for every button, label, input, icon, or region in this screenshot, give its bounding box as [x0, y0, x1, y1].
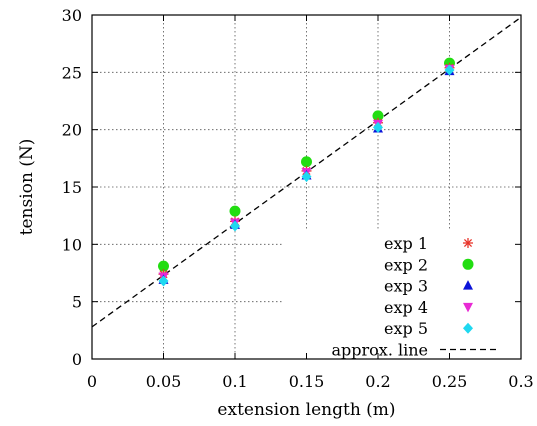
- grid: [92, 15, 521, 359]
- point-exp-5: [158, 275, 169, 287]
- data-markers: [158, 57, 455, 287]
- legend-label-approx-line: approx. line: [331, 341, 428, 360]
- point-exp-2: [301, 156, 312, 168]
- legend-label-exp-5: exp 5: [384, 319, 428, 338]
- point-exp-5: [301, 171, 312, 183]
- legend-symbol-exp-4: [463, 302, 473, 313]
- y-axis-title: tension (N): [17, 139, 37, 236]
- legend-label-exp-4: exp 4: [384, 298, 428, 317]
- point-exp-2: [158, 260, 169, 272]
- y-tick-label: 5: [72, 293, 82, 312]
- legend-symbol-exp-1: [463, 238, 473, 248]
- x-tick-label: 0.1: [222, 372, 247, 391]
- point-exp-5: [444, 64, 455, 76]
- x-tick-label: 0.25: [432, 372, 468, 391]
- y-tick-label: 15: [62, 178, 82, 197]
- y-tick-label: 20: [62, 121, 82, 140]
- ticks: 0 0.05 0.1 0.15 0.2 0.25 0.3 0 5 10 15 20 25 30: [62, 6, 534, 391]
- x-tick-label: 0.2: [365, 372, 390, 391]
- legend-label-exp-2: exp 2: [384, 255, 428, 274]
- legend-symbol-exp-5: [463, 322, 473, 334]
- y-tick-label: 30: [62, 6, 82, 25]
- point-exp-2: [372, 110, 384, 122]
- point-exp-5: [373, 121, 383, 133]
- legend-label-exp-1: exp 1: [384, 234, 428, 253]
- legend-symbol-exp-3: [463, 280, 473, 290]
- y-tick-label: 10: [62, 235, 82, 254]
- x-tick-label: 0.15: [289, 372, 325, 391]
- point-exp-5: [230, 220, 240, 232]
- point-exp-2: [229, 205, 241, 217]
- x-tick-label: 0: [87, 372, 97, 391]
- x-tick-label: 0.3: [508, 372, 533, 391]
- x-tick-label: 0.05: [146, 372, 182, 391]
- legend-symbol-exp-2: [462, 258, 474, 270]
- legend: exp 1 exp 2 exp 3 exp 4 exp 5 approx. line: [331, 234, 497, 360]
- x-axis-title: extension length (m): [217, 400, 395, 420]
- y-tick-label: 0: [72, 350, 82, 369]
- y-tick-label: 25: [62, 63, 82, 82]
- legend-label-exp-3: exp 3: [384, 277, 428, 296]
